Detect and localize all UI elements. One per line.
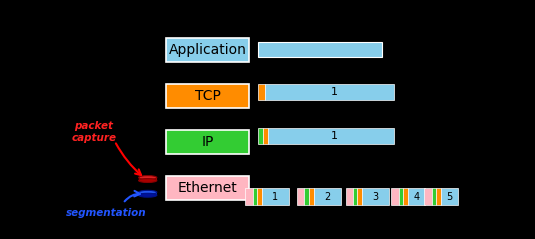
- Bar: [139, 192, 157, 195]
- Text: IP: IP: [202, 135, 214, 149]
- Text: Application: Application: [169, 43, 247, 57]
- Bar: [424, 188, 432, 205]
- Bar: [297, 188, 304, 205]
- Text: Ethernet: Ethernet: [178, 181, 238, 195]
- Bar: [357, 188, 362, 205]
- Text: 4: 4: [414, 192, 419, 202]
- Bar: [166, 130, 249, 154]
- Ellipse shape: [139, 193, 157, 197]
- Bar: [245, 188, 253, 205]
- Bar: [353, 188, 357, 205]
- Bar: [399, 188, 403, 205]
- Bar: [263, 128, 268, 144]
- Bar: [362, 188, 389, 205]
- Bar: [253, 188, 257, 205]
- Ellipse shape: [139, 190, 157, 194]
- Bar: [166, 84, 249, 108]
- Bar: [391, 188, 399, 205]
- Text: segmentation: segmentation: [66, 208, 147, 218]
- Bar: [166, 176, 249, 200]
- Bar: [258, 128, 263, 144]
- Bar: [309, 188, 314, 205]
- Bar: [304, 188, 309, 205]
- Text: 1: 1: [331, 87, 338, 97]
- Text: packet
capture: packet capture: [71, 121, 116, 142]
- Text: 3: 3: [372, 192, 379, 202]
- Ellipse shape: [139, 179, 157, 182]
- Bar: [346, 188, 353, 205]
- Bar: [258, 84, 265, 99]
- Bar: [262, 188, 289, 205]
- Bar: [441, 188, 458, 205]
- Bar: [257, 188, 262, 205]
- Text: 5: 5: [446, 192, 453, 202]
- Text: 2: 2: [324, 192, 330, 202]
- Text: 1: 1: [272, 192, 278, 202]
- Bar: [268, 128, 394, 144]
- Bar: [408, 188, 425, 205]
- Bar: [314, 188, 341, 205]
- Text: 1: 1: [331, 131, 338, 141]
- Bar: [265, 84, 394, 99]
- Bar: [139, 178, 157, 180]
- Bar: [403, 188, 408, 205]
- Bar: [166, 38, 249, 62]
- Bar: [258, 42, 382, 57]
- Text: TCP: TCP: [195, 89, 221, 103]
- Bar: [436, 188, 441, 205]
- Bar: [432, 188, 436, 205]
- Ellipse shape: [139, 176, 157, 179]
